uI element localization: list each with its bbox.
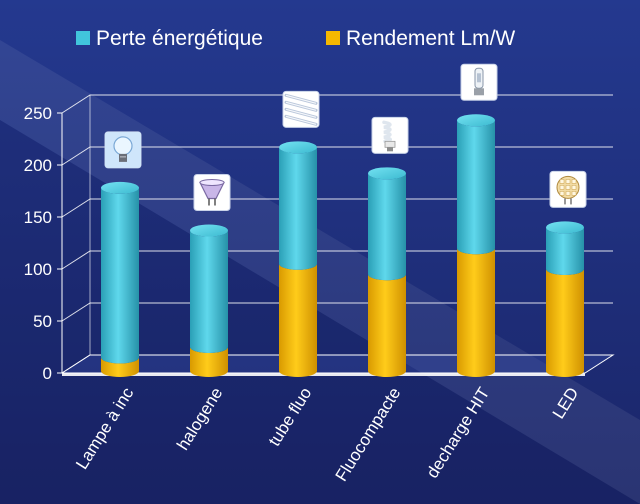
background-diagonal-band [0,40,640,504]
floor-front-edge [62,373,585,376]
legend-label: Rendement Lm/W [346,27,515,50]
light-bulb-icon [104,131,142,169]
y-tick-label: 200 [24,156,52,175]
led-lamp-icon [549,170,587,208]
legend: Perte énergétique Rendement Lm/W [76,27,515,50]
fluorescent-tube-icon [282,90,320,128]
bar-perte [546,227,584,275]
bar-rendement [457,248,495,377]
y-tick-label: 100 [24,260,52,279]
bar-stack [279,141,317,377]
floor-plane [60,354,615,374]
legend-label: Perte énergétique [96,27,263,50]
bar-top-cap [279,141,317,154]
bar-stack [190,224,228,377]
halogen-spot-icon [193,174,231,212]
bar-perte [190,230,228,353]
bar-stack [101,181,139,377]
background-diagonal-shade [0,120,640,504]
y-tick-label: 250 [24,104,52,123]
y-axis: 0 50 100 150 200 250 [24,95,91,383]
bar-top-cap [368,167,406,180]
legend-swatch [76,31,90,45]
bar-rendement [279,263,317,377]
legend-swatch [326,31,340,45]
hit-discharge-lamp-icon [460,63,498,101]
bars [101,114,584,377]
bar-rendement [546,269,584,377]
bar-top-cap [546,221,584,234]
y-tick-label: 50 [33,312,52,331]
chart-floor [60,354,615,376]
bar-rendement [101,357,139,377]
y-tick-label: 150 [24,208,52,227]
bar-perte [101,187,139,364]
bar-perte [368,173,406,281]
bar-rendement [190,347,228,377]
bar-rendement [368,274,406,377]
bar-stack [368,167,406,377]
bar-top-cap [457,114,495,127]
bar-perte [457,120,495,255]
bar-stack [546,221,584,377]
bar-top-cap [190,224,228,237]
y-tick-label: 0 [43,364,52,383]
bar-perte [279,147,317,270]
bar-top-cap [101,181,139,194]
lamp-icons [104,63,587,212]
bar-stack [457,114,495,377]
compact-fluorescent-icon [371,116,409,154]
